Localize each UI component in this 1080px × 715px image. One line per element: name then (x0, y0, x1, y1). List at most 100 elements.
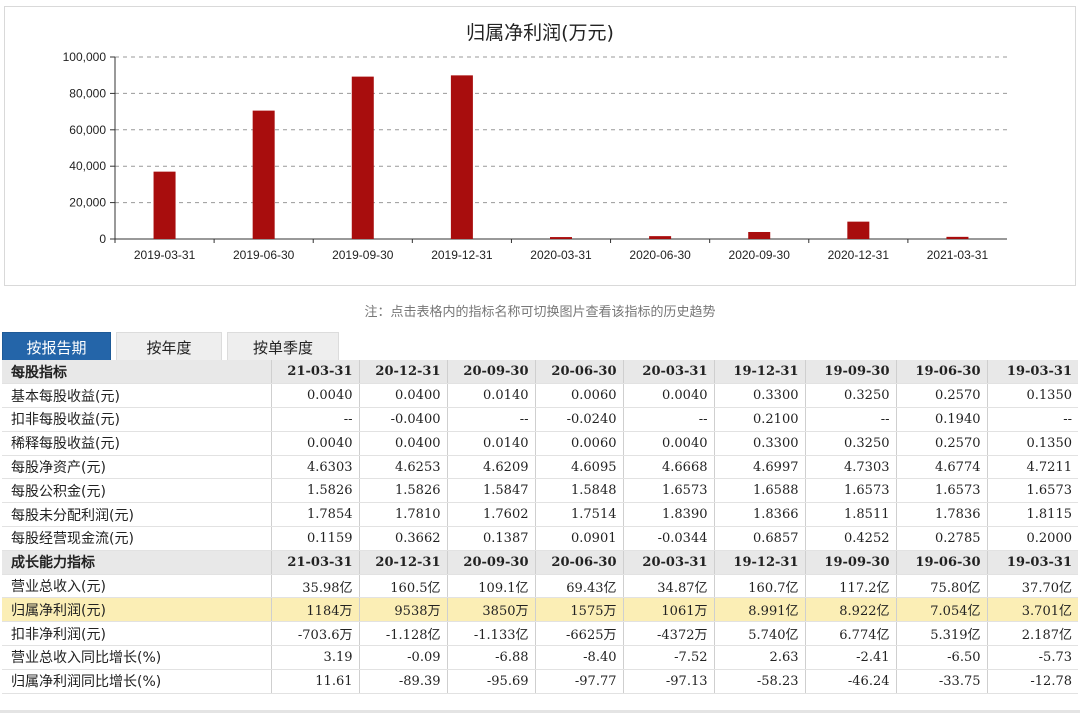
table-cell: 0.2000 (987, 526, 1078, 551)
table-cell: 4.6253 (359, 455, 448, 480)
table-cell: -0.0400 (359, 407, 448, 432)
column-header-date: 20-06-30 (535, 550, 624, 575)
x-tick-label: 2020-09-30 (729, 248, 791, 262)
table-cell: -89.39 (359, 669, 448, 694)
table-cell: 4.6668 (623, 455, 715, 480)
x-tick-label: 2020-03-31 (530, 248, 592, 262)
table-cell: 2.187亿 (987, 621, 1078, 647)
bar-2020-12-31[interactable] (847, 221, 870, 239)
table-cell: 1184万 (271, 597, 360, 623)
table-cell: 0.6857 (714, 526, 806, 551)
table-row: 扣非每股收益(元) -- -0.0400 -- -0.0240 -- 0.2100 -- 0.1… (2, 407, 1078, 432)
table-cell: -- (987, 407, 1078, 432)
column-header-date: 19-12-31 (714, 550, 806, 575)
table-cell: 3.701亿 (987, 597, 1078, 623)
section-title: 每股指标 (2, 360, 272, 385)
column-header-date: 19-06-30 (896, 550, 988, 575)
bottom-divider (0, 710, 1080, 713)
table-cell: 8.922亿 (805, 597, 897, 623)
indicator-name-link[interactable]: 每股净资产(元) (2, 455, 272, 480)
bar-2020-06-30[interactable] (649, 236, 672, 239)
indicator-name-link[interactable]: 扣非净利润(元) (2, 621, 272, 647)
table-cell: 1.7854 (271, 502, 360, 528)
column-header-date: 20-12-31 (359, 550, 448, 575)
table-cell: 0.1350 (987, 383, 1078, 409)
indicator-name-link[interactable]: 每股公积金(元) (2, 478, 272, 504)
table-cell: 1.6573 (623, 478, 715, 504)
table-row: 稀释每股收益(元) 0.0040 0.0400 0.0140 0.0060 0.0040 0… (2, 431, 1078, 456)
indicator-name-link[interactable]: 归属净利润同比增长(%) (2, 669, 272, 694)
table-cell: 109.1亿 (447, 574, 536, 599)
table-cell: 1.5847 (447, 478, 536, 504)
table-cell: 11.61 (271, 669, 360, 694)
tab-by-report-period[interactable]: 按报告期 (2, 332, 111, 362)
table-cell: -97.13 (623, 669, 715, 694)
bar-2020-09-30[interactable] (748, 231, 771, 239)
table-cell: 0.0040 (623, 431, 715, 456)
table-cell: 0.0901 (535, 526, 624, 551)
indicator-name-link[interactable]: 基本每股收益(元) (2, 383, 272, 409)
table-cell: 0.3250 (805, 431, 897, 456)
indicator-name-link[interactable]: 营业总收入(元) (2, 574, 272, 599)
table-cell: 1.8115 (987, 502, 1078, 528)
column-header-date: 20-03-31 (623, 360, 715, 385)
indicator-name-link[interactable]: 每股未分配利润(元) (2, 502, 272, 528)
tab-by-year[interactable]: 按年度 (116, 332, 222, 362)
bar-2019-03-31[interactable] (153, 171, 176, 239)
table-cell: 160.5亿 (359, 574, 448, 599)
table-row: 每股未分配利润(元) 1.7854 1.7810 1.7602 1.7514 1.8390… (2, 502, 1078, 528)
table-cell: -6.88 (447, 645, 536, 670)
bar-chart: 0 20,000 40,000 60,000 80,000 100,000 2019-03-… (63, 50, 1007, 262)
table-cell: 1.7836 (896, 502, 988, 528)
column-header-date: 19-03-31 (987, 360, 1078, 385)
table-cell: 0.2785 (896, 526, 988, 551)
table-cell: 4.6209 (447, 455, 536, 480)
table-cell: -95.69 (447, 669, 536, 694)
indicator-name-link[interactable]: 归属净利润(元) (2, 597, 272, 623)
table-cell: -6.50 (896, 645, 988, 670)
bar-2021-03-31[interactable] (946, 236, 969, 239)
table-cell: -- (805, 407, 897, 432)
x-tick-label: 2019-09-30 (332, 248, 394, 262)
table-row: 扣非净利润(元) -703.6万 -1.128亿 -1.133亿 -6625万 -4372… (2, 621, 1078, 647)
table-cell: 1.8390 (623, 502, 715, 528)
y-tick-label: 60,000 (69, 123, 106, 137)
column-header-date: 20-09-30 (447, 360, 536, 385)
table-cell: -- (271, 407, 360, 432)
table-cell: 0.2100 (714, 407, 806, 432)
table-cell: -703.6万 (271, 621, 360, 647)
table-cell: 1.7514 (535, 502, 624, 528)
table-cell: 7.054亿 (896, 597, 988, 623)
table-cell: -12.78 (987, 669, 1078, 694)
x-tick-label: 2020-06-30 (629, 248, 691, 262)
table-cell: 1061万 (623, 597, 715, 623)
table-cell: -8.40 (535, 645, 624, 670)
table-cell: 1575万 (535, 597, 624, 623)
bar-2019-06-30[interactable] (252, 110, 275, 239)
table-cell: 0.4252 (805, 526, 897, 551)
indicator-name-link[interactable]: 稀释每股收益(元) (2, 431, 272, 456)
chart-panel: 归属净利润(万元) 0 20,000 40,000 60,000 80,000 100,0… (4, 6, 1076, 286)
indicator-name-link[interactable]: 营业总收入同比增长(%) (2, 645, 272, 670)
bar-2019-09-30[interactable] (351, 76, 374, 239)
table-row: 营业总收入(元) 35.98亿 160.5亿 109.1亿 69.43亿 34.87亿 16… (2, 574, 1078, 599)
column-header-date: 19-06-30 (896, 360, 988, 385)
bar-2019-12-31[interactable] (450, 75, 473, 239)
x-tick-label: 2020-12-31 (828, 248, 890, 262)
column-header-date: 19-12-31 (714, 360, 806, 385)
tab-by-quarter[interactable]: 按单季度 (227, 332, 339, 362)
table-row: 归属净利润(元) 1184万 9538万 3850万 1575万 1061万 8.991亿 8… (2, 597, 1078, 623)
table-cell: 0.0140 (447, 431, 536, 456)
table-cell: 3.19 (271, 645, 360, 670)
column-header-date: 20-12-31 (359, 360, 448, 385)
table-cell: 1.6573 (987, 478, 1078, 504)
bar-2020-03-31[interactable] (550, 237, 572, 239)
table-cell: -58.23 (714, 669, 806, 694)
column-header-date: 20-03-31 (623, 550, 715, 575)
table-cell: -- (447, 407, 536, 432)
indicator-name-link[interactable]: 每股经营现金流(元) (2, 526, 272, 551)
table-cell: 6.774亿 (805, 621, 897, 647)
indicator-name-link[interactable]: 扣非每股收益(元) (2, 407, 272, 432)
table-cell: 4.6303 (271, 455, 360, 480)
table-cell: 0.1387 (447, 526, 536, 551)
